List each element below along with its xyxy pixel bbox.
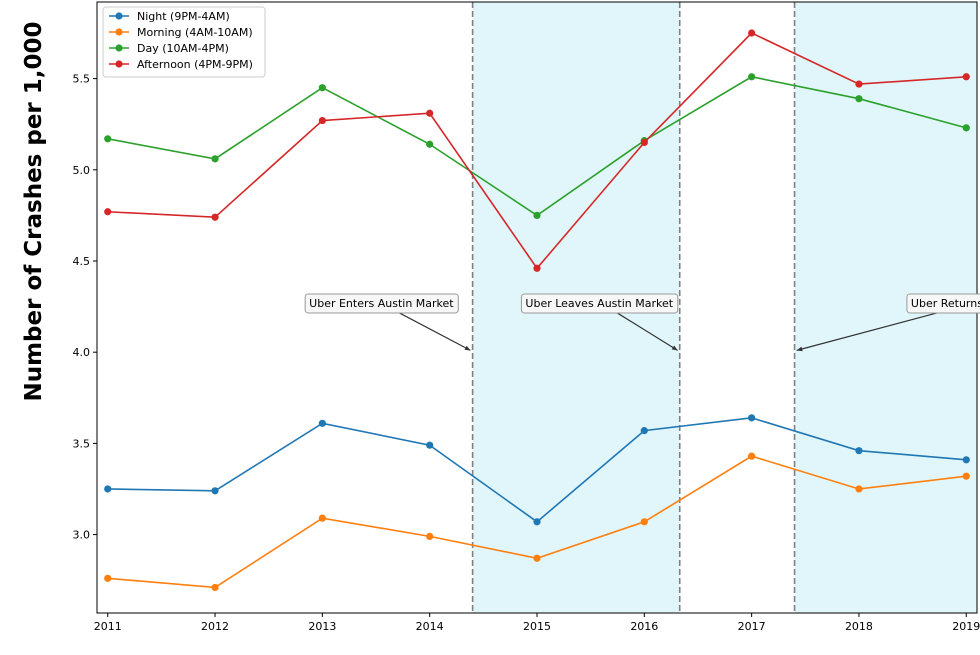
data-point <box>104 485 112 493</box>
legend-marker <box>115 60 123 68</box>
data-point <box>211 583 219 592</box>
legend-label: Day (10AM-4PM) <box>137 42 229 55</box>
x-tick-label: 2011 <box>94 620 122 633</box>
data-point <box>426 441 434 449</box>
data-point <box>533 264 541 272</box>
legend-label: Night (9PM-4AM) <box>137 10 230 23</box>
data-point <box>640 427 648 435</box>
annotation-arrow <box>616 312 678 351</box>
annotation-arrowhead <box>796 346 803 352</box>
annotation-box <box>520 293 679 314</box>
data-point <box>104 135 112 143</box>
x-tick-label: 2017 <box>738 620 766 633</box>
annotation-box <box>304 293 459 314</box>
y-tick-label: 5.5 <box>73 73 91 86</box>
y-tick-label: 4.0 <box>73 346 91 359</box>
annotation-arrowhead <box>464 345 471 351</box>
data-point <box>104 574 112 582</box>
x-tick-label: 2013 <box>308 620 336 633</box>
annotation-arrow <box>796 312 938 351</box>
legend-label: Afternoon (4PM-9PM) <box>137 58 253 71</box>
data-point <box>104 208 112 216</box>
data-point <box>748 414 756 422</box>
legend: Night (9PM-4AM) Morning (4AM-10AM) Day (10… <box>102 6 266 78</box>
event-lines <box>471 2 796 613</box>
data-point <box>211 155 219 163</box>
data-point <box>318 116 326 125</box>
data-point <box>211 487 219 495</box>
x-tick-label: 2019 <box>952 620 980 633</box>
legend-marker <box>115 28 123 36</box>
data-point <box>748 29 756 37</box>
y-tick-label: 3.5 <box>73 437 91 450</box>
x-tick-label: 2012 <box>201 620 229 633</box>
data-point <box>855 80 863 88</box>
annotation-box <box>906 293 980 314</box>
data-point <box>855 485 863 493</box>
data-point <box>533 211 541 219</box>
data-point <box>318 419 326 427</box>
data-point <box>855 95 863 103</box>
data-point <box>640 138 648 147</box>
annotation-label: Uber Enters Austin Market <box>309 297 454 310</box>
data-point <box>962 456 970 464</box>
data-point <box>748 73 756 81</box>
y-tick-label: 4.5 <box>73 255 91 268</box>
annotations: Uber Enters Austin Market Uber Leaves Aus… <box>304 293 980 352</box>
data-point <box>962 472 970 480</box>
legend-marker <box>115 44 123 52</box>
legend-box <box>102 6 266 78</box>
data-point <box>533 518 541 526</box>
annotation-arrow <box>399 312 471 351</box>
data-point <box>211 213 219 221</box>
data-point <box>426 532 434 540</box>
data-point <box>640 518 648 526</box>
x-tick-label: 2014 <box>416 620 444 633</box>
annotation-arrowhead <box>671 345 678 351</box>
y-axis: 3.0 3.5 4.0 4.5 5.0 5.5 <box>73 73 97 542</box>
y-tick-label: 5.0 <box>73 164 91 177</box>
annotation-label: Uber Returns <box>911 297 980 310</box>
data-point <box>426 109 434 117</box>
legend-label: Morning (4AM-10AM) <box>137 26 253 39</box>
legend-marker <box>115 12 123 20</box>
x-axis: 2011 2012 2013 2014 2015 2016 2017 2018 2019 <box>94 613 980 633</box>
data-point <box>533 554 541 562</box>
data-point <box>318 514 326 522</box>
data-point <box>748 452 756 460</box>
y-axis-label: Number of Crashes per 1,000 <box>21 21 47 401</box>
x-tick-label: 2016 <box>630 620 658 633</box>
series-lines <box>104 29 970 592</box>
data-point <box>962 73 970 81</box>
data-point <box>855 447 863 455</box>
data-point <box>318 84 326 92</box>
y-tick-label: 3.0 <box>73 529 91 542</box>
data-point <box>962 124 970 132</box>
data-point <box>426 140 434 148</box>
x-tick-label: 2018 <box>845 620 873 633</box>
annotation-label: Uber Leaves Austin Market <box>525 297 673 310</box>
x-tick-label: 2015 <box>523 620 551 633</box>
